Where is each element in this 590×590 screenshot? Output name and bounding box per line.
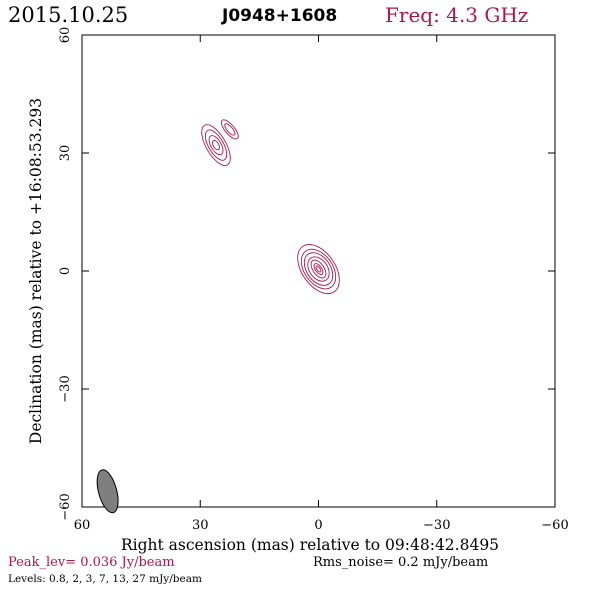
contour-c0-r0 xyxy=(315,265,322,273)
contour-levels: Levels: 0.8, 2, 3, 7, 13, 27 mJy/beam xyxy=(8,573,202,585)
contour-c0-r6 xyxy=(297,244,340,294)
axis-ticks xyxy=(81,34,556,508)
contour-c1-r0 xyxy=(212,140,220,151)
x-axis-label: Right ascension (mas) relative to 09:48:… xyxy=(121,536,499,554)
contour-c1-r3 xyxy=(201,124,231,166)
contour-c1-r1 xyxy=(208,135,224,156)
contour-c0-r5 xyxy=(300,248,337,290)
contour-layer xyxy=(201,119,340,294)
peak-level: Peak_lev= 0.036 Jy/beam xyxy=(8,555,175,570)
y-tick-label-1: −30 xyxy=(58,375,73,402)
y-tick-label-0: −60 xyxy=(58,493,73,520)
x-tick-label-4: −60 xyxy=(541,518,568,533)
x-tick-label-3: −30 xyxy=(423,518,450,533)
rms-noise: Rms_noise= 0.2 mJy/beam xyxy=(313,555,488,570)
contour-c0-r3 xyxy=(307,256,330,282)
y-tick-label-3: 30 xyxy=(58,145,73,162)
x-tick-label-2: 0 xyxy=(314,518,322,533)
contour-c0-r1 xyxy=(313,263,324,275)
contour-c2-r0 xyxy=(224,123,236,136)
frequency-label: Freq: 4.3 GHz xyxy=(385,3,528,27)
y-tick-label-4: 60 xyxy=(58,27,73,44)
contour-c1-r2 xyxy=(204,129,228,161)
beam-ellipse xyxy=(96,469,119,514)
observation-date: 2015.10.25 xyxy=(8,3,128,27)
y-tick-label-2: 0 xyxy=(58,267,73,275)
contour-c2-r1 xyxy=(220,119,239,140)
x-tick-label-1: 30 xyxy=(192,518,209,533)
x-tick-label-0: 60 xyxy=(74,518,91,533)
source-name: J0948+1608 xyxy=(221,6,337,26)
contour-c0-r4 xyxy=(303,252,334,286)
y-tick-labels: −60 −30 0 30 60 xyxy=(58,27,73,521)
beam-layer xyxy=(96,469,119,514)
x-tick-labels: 60 30 0 −30 −60 xyxy=(74,518,569,533)
contour-c0-r2 xyxy=(310,259,327,279)
y-axis-label: Declination (mas) relative to +16:08:53.… xyxy=(27,98,45,444)
